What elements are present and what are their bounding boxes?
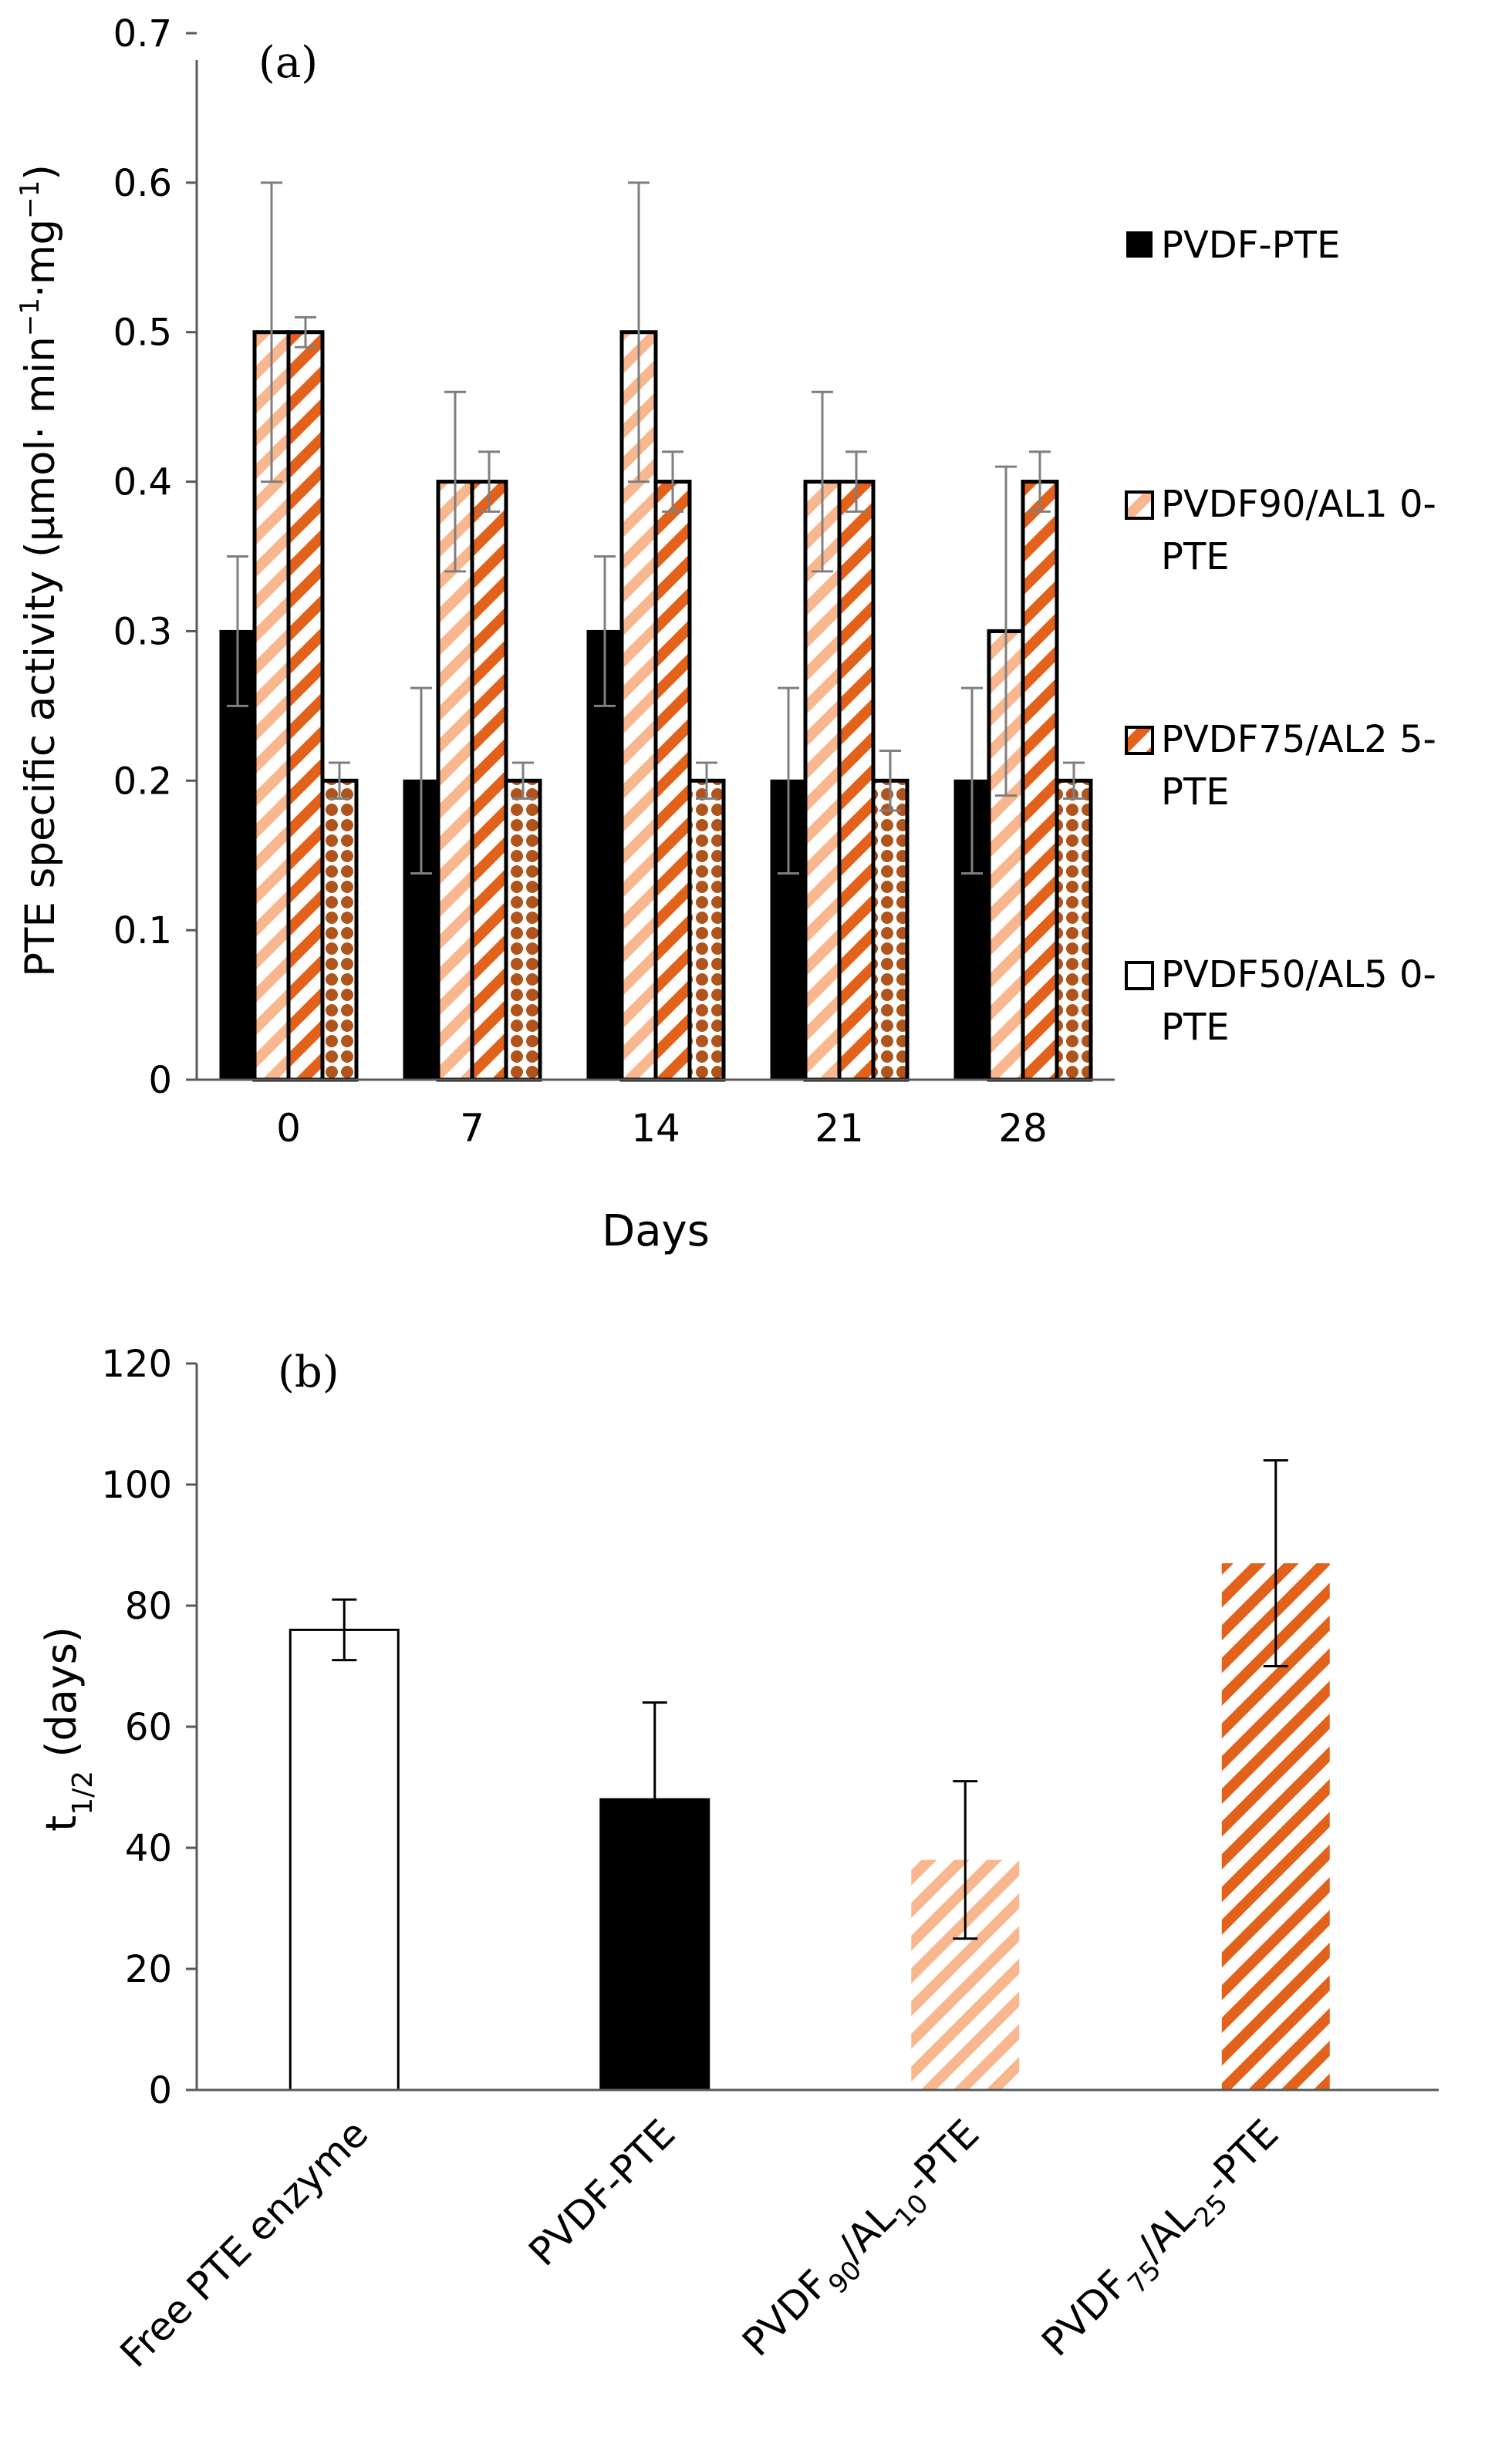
panel-a-plot-area: 0 0.1 0.2 0.3 0.4 0.5 0.6 0.7 0 7 14 21 28 [113,12,1115,1151]
bar-pvdf50-al50-pte-day-21 [871,778,910,1082]
error-bar-pvdf75-al25-pte-day-7 [478,450,500,513]
legend-item-pvdf90-al10-pte: PVDF90/AL1 0- PTE [1125,483,1436,578]
panel-b-y-axis-label: t1/2 (days) [37,1626,99,1832]
y-tick-label-0: 0 [148,1059,172,1102]
error-bar-pvdf50-al50-pte-day-0 [329,761,350,801]
x-tick-label-pvdf75-al25-pte: PVDF75/AL25-PTE [1033,2111,1294,2371]
x-tick-label-day-14: 14 [631,1106,680,1151]
error-bar-pvdf-pte-day-7 [410,686,432,875]
error-bar-pvdf90-al10-pte-day-0 [261,181,282,484]
bar-pvdf75-al25-pte-day-0 [286,330,325,1082]
error-bar-pvdf-pte-day-14 [594,555,616,707]
y-tick-label-0-2: 0.2 [113,760,172,803]
error-bar-pvdf90-al10-pte-day-7 [444,390,466,573]
bar-pvdf50-al50-pte-day-28 [1055,778,1093,1082]
error-bar-pvdf75-al25-pte-day-14 [662,450,683,513]
bar-pvdf90-al10-pte-day-21 [803,480,842,1082]
y-tick-label-0-7: 0.7 [113,12,172,56]
panel-b-label: (b) [278,1347,339,1397]
bar-pvdf50-al50-pte-day-0 [320,778,359,1082]
x-tick-label-pvdf-pte: PVDF-PTE [520,2111,683,2274]
error-bar-pvdf75-al25-pte-day-0 [295,315,316,349]
error-bar-pvdf75-al25-pte-day-21 [845,450,867,513]
legend-swatch-pvdf-pte [1126,231,1153,258]
error-bar-pvdf-pte-day-28 [961,686,983,875]
error-bar-pvdf90-al10-pte [953,1780,978,1940]
panel-a-x-axis-label: Days [602,1206,710,1256]
panel-a-label: (a) [258,38,318,88]
bar-pvdf50-al50-pte-day-14 [687,778,726,1082]
x-tick-label-free-pte-enzyme: Free PTE enzyme [111,2111,376,2376]
y-tick-label-b-100: 100 [101,1464,172,1507]
error-bar-pvdf-pte-day-21 [778,686,799,875]
legend-item-pvdf-pte: PVDF-PTE [1126,224,1340,267]
y-tick-label-b-80: 80 [125,1585,172,1628]
panel-a: 0 0.1 0.2 0.3 0.4 0.5 0.6 0.7 0 7 14 21 28 (a) Days… [15,12,1436,1256]
error-bar-pvdf50-al50-pte-day-14 [696,761,717,801]
y-tick-label-b-40: 40 [125,1827,172,1870]
y-tick-label-b-0: 0 [148,2069,172,2112]
error-bar-pvdf50-al50-pte-day-7 [512,761,534,801]
error-bar-pvdf75-al25-pte-day-28 [1029,450,1051,513]
error-bar-pvdf50-al50-pte-day-28 [1063,761,1085,801]
legend-label-pvdf75-al25-pte-line1: PVDF75/AL2 5- [1161,718,1436,761]
panel-b-error-bars [332,1459,1288,1940]
panel-a-legend: PVDF-PTE PVDF90/AL1 0- PTE PVDF75/AL2 5-… [1125,224,1436,1049]
panel-b: 0 20 40 60 80 100 120 (b) t1/2 (days) Free PTE… [37,1343,1439,2376]
legend-label-pvdf90-al10-pte-line1: PVDF90/AL1 0- [1161,483,1436,526]
x-tick-label-day-7: 7 [460,1106,484,1151]
error-bar-pvdf90-al10-pte-day-28 [995,465,1017,797]
legend-label-pvdf-pte: PVDF-PTE [1161,224,1340,267]
legend-label-pvdf50-al50-pte-line1: PVDF50/AL5 0- [1161,953,1436,996]
panel-a-x-tick-labels: 0 7 14 21 28 [276,1106,1048,1151]
y-tick-label-b-60: 60 [125,1706,172,1749]
panel-a-error-bars [227,181,1085,875]
legend-label-pvdf50-al50-pte-line2: PTE [1161,1006,1230,1049]
y-tick-label-0-1: 0.1 [113,909,172,952]
error-bar-pvdf75-al25-pte [1263,1459,1288,1667]
panel-b-x-tick-labels: Free PTE enzyme PVDF-PTE PVDF90/AL10-PTE… [111,2111,1294,2376]
error-bar-pvdf90-al10-pte-day-21 [812,390,833,573]
panel-a-y-axis-label: PTE specific activity (μmol· min−1·mg−1) [15,164,64,977]
bar-pvdf75-al25-pte-day-7 [470,480,508,1082]
x-tick-label-day-0: 0 [276,1106,301,1151]
y-tick-label-0-3: 0.3 [113,610,172,653]
legend-item-pvdf50-al50-pte: PVDF50/AL5 0- PTE [1125,953,1436,1049]
y-tick-label-0-6: 0.6 [113,162,172,205]
bar-pvdf50-al50-pte-day-7 [504,778,542,1082]
error-bar-pvdf-pte-day-0 [227,555,248,707]
error-bar-free-pte-enzyme [332,1598,357,1662]
x-tick-label-day-28: 28 [998,1106,1048,1151]
legend-swatch-pvdf50-al50-pte [1125,961,1154,990]
y-tick-label-b-120: 120 [101,1343,172,1386]
legend-label-pvdf90-al10-pte-line2: PTE [1161,535,1230,578]
panel-b-plot-area: 0 20 40 60 80 100 120 [101,1343,1439,2112]
legend-swatch-pvdf90-al10-pte [1125,490,1154,520]
bar-free-pte-enzyme [289,1628,400,2092]
panel-a-y-ticks [186,32,197,1081]
error-bar-pvdf90-al10-pte-day-14 [628,181,650,484]
panel-b-y-ticks [186,1362,197,2092]
panel-b-bars [289,1563,1330,2092]
legend-swatch-pvdf75-al25-pte [1125,726,1154,755]
error-bar-pvdf50-al50-pte-day-21 [879,750,901,812]
y-tick-label-0-4: 0.4 [113,461,172,504]
bar-pvdf75-al25-pte-day-28 [1021,480,1059,1082]
error-bar-pvdf-pte [642,1701,667,1898]
x-tick-label-pvdf90-al10-pte: PVDF90/AL10-PTE [734,2111,994,2371]
x-tick-label-day-21: 21 [815,1106,864,1151]
panel-b-y-tick-labels: 0 20 40 60 80 100 120 [101,1343,172,2112]
y-tick-label-0-5: 0.5 [113,312,172,355]
panel-a-bars [219,330,1093,1082]
bar-pvdf75-al25-pte-day-14 [653,480,692,1082]
y-tick-label-b-20: 20 [125,1948,172,1991]
legend-item-pvdf75-al25-pte: PVDF75/AL2 5- PTE [1125,718,1436,814]
legend-label-pvdf75-al25-pte-line2: PTE [1161,770,1230,814]
bar-pvdf75-al25-pte-day-21 [837,480,876,1082]
panel-a-y-tick-labels: 0 0.1 0.2 0.3 0.4 0.5 0.6 0.7 [113,12,172,1102]
